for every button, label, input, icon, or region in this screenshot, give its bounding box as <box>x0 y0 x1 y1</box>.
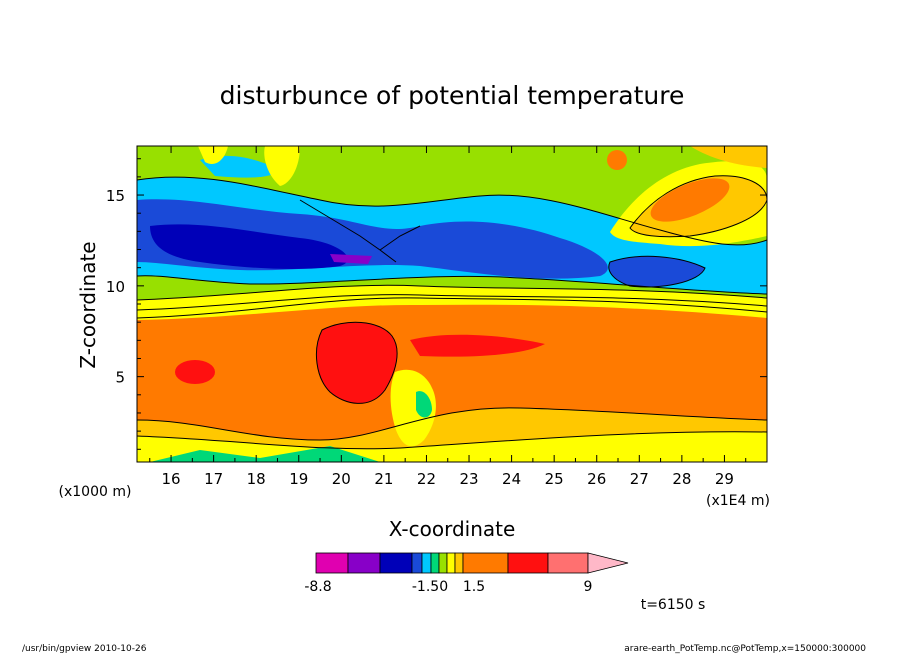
chart-title: disturbunce of potential temperature <box>220 81 685 110</box>
x-tick-label: 24 <box>502 470 521 488</box>
y-axis-label: Z-coordinate <box>76 241 100 368</box>
colorbar-segment <box>462 552 509 574</box>
y-tick-label: 5 <box>115 369 125 387</box>
patch-darkblue-left <box>150 224 348 269</box>
colorbar-label: -8.8 <box>304 579 331 595</box>
patch-yellow-plume <box>264 146 300 186</box>
time-note: t=6150 s <box>641 597 706 613</box>
x-tick-label: 22 <box>417 470 436 488</box>
patch-green-bottom <box>150 446 380 462</box>
x-tick-label: 27 <box>630 470 649 488</box>
colorbar <box>315 552 629 574</box>
x-tick-label: 29 <box>715 470 734 488</box>
x-axis-label: X-coordinate <box>389 517 516 541</box>
x-tick-label: 25 <box>545 470 564 488</box>
colorbar-segment <box>411 552 423 574</box>
colorbar-segment <box>446 552 456 574</box>
band-orange-core <box>137 297 767 440</box>
x-axis: 16 17 18 19 20 21 22 23 24 25 26 27 28 29 <box>149 146 747 488</box>
colorbar-label: 9 <box>584 579 593 595</box>
y-axis: 5 10 15 <box>106 158 767 450</box>
y-tick-label: 10 <box>106 278 125 296</box>
patch-cyan-top <box>200 155 280 178</box>
colorbar-arrow <box>587 552 629 574</box>
colorbar-labels: -8.8 -1.50 1.5 9 <box>304 579 592 595</box>
y-unit-label: (x1000 m) <box>59 484 132 500</box>
x-tick-label: 26 <box>587 470 606 488</box>
plot-area <box>137 146 767 462</box>
colorbar-segment <box>507 552 549 574</box>
x-tick-label: 18 <box>247 470 266 488</box>
x-tick-label: 16 <box>162 470 181 488</box>
patch-violet <box>330 254 372 264</box>
colorbar-segment <box>547 552 589 574</box>
patch-yellow-topleft <box>198 146 228 165</box>
colorbar-segment <box>438 552 448 574</box>
patch-orange-top <box>607 150 627 170</box>
x-tick-label: 19 <box>289 470 308 488</box>
colorbar-segment <box>315 552 349 574</box>
x-tick-label: 21 <box>374 470 393 488</box>
footer-left: /usr/bin/gpview 2010-10-26 <box>22 644 147 654</box>
patch-gold-topright <box>690 146 767 168</box>
x-tick-label: 28 <box>672 470 691 488</box>
colorbar-label: -1.50 <box>412 579 448 595</box>
colorbar-segment <box>421 552 432 574</box>
band-yellow-transition <box>137 285 767 320</box>
colorbar-segment <box>379 552 413 574</box>
colorbar-segment <box>347 552 381 574</box>
patch-red-center <box>316 322 398 404</box>
patch-orange-upperright <box>650 178 730 222</box>
contour-lines <box>137 175 767 450</box>
x-tick-label: 20 <box>332 470 351 488</box>
colorbar-label: 1.5 <box>463 579 485 595</box>
footer-right: arare-earth_PotTemp.nc@PotTemp,x=150000:… <box>624 644 866 654</box>
colorbar-segment <box>430 552 440 574</box>
patch-red-left <box>175 360 215 384</box>
x-tick-label: 17 <box>204 470 223 488</box>
patch-red-streak <box>410 334 545 357</box>
x-unit-label: (x1E4 m) <box>706 493 770 509</box>
patch-green-lower <box>416 391 432 418</box>
patch-yellow-plume-lower <box>390 369 436 447</box>
patch-blue-right <box>608 256 705 288</box>
y-tick-label: 15 <box>106 187 125 205</box>
colorbar-segment <box>454 552 464 574</box>
x-tick-label: 23 <box>459 470 478 488</box>
